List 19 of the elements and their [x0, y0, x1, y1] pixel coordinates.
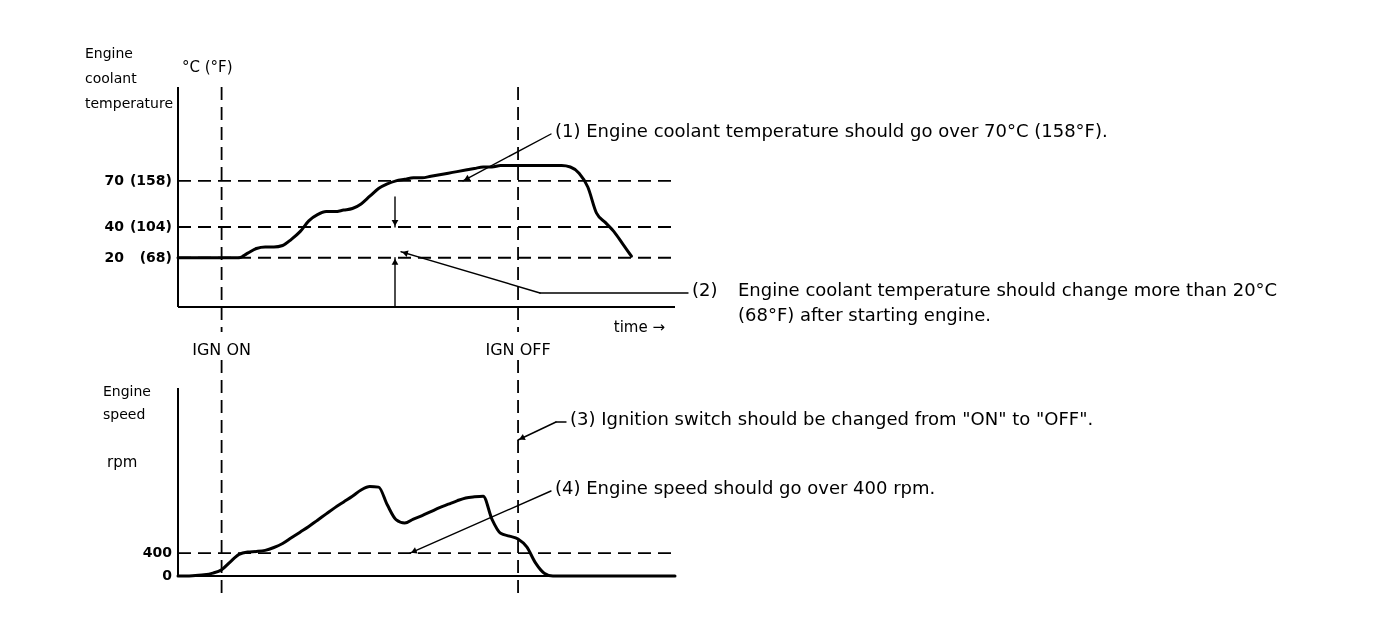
y2-tick-label: (68) [139, 248, 172, 265]
text: °C (°F) [182, 58, 233, 76]
y-tick-label: 400 [142, 544, 173, 561]
text: rpm [107, 453, 138, 471]
ref-line-label: (4) Engine speed should go over 400 rpm. [555, 477, 936, 498]
annotation: (3) Ignition switch should be changed from "ON" to "OFF". [570, 408, 1094, 429]
ref-line-label: (1) Engine coolant temperature should go over 70°C (158°F). [555, 120, 1108, 141]
y-tick-label: 70 [104, 171, 125, 188]
text: (2) Engine coolant temperature should change more than 20°C (68°F) after starting engine. [692, 279, 1278, 325]
x-tick-label: IGN ON [192, 340, 251, 359]
y-axis-title: Engine coolant temperature [85, 45, 173, 111]
y-tick-label: 0 [162, 567, 173, 583]
y2-tick-label: (104) [129, 217, 172, 234]
y-tick-label: 40 [104, 218, 125, 234]
y2-tick-label: (158) [129, 171, 172, 188]
x-tick-label: IGN OFF [485, 340, 551, 359]
x-axis-title: time → [613, 318, 665, 336]
y-axis-title: Engine speed [103, 383, 151, 422]
y-tick-label: 20 [104, 248, 125, 265]
